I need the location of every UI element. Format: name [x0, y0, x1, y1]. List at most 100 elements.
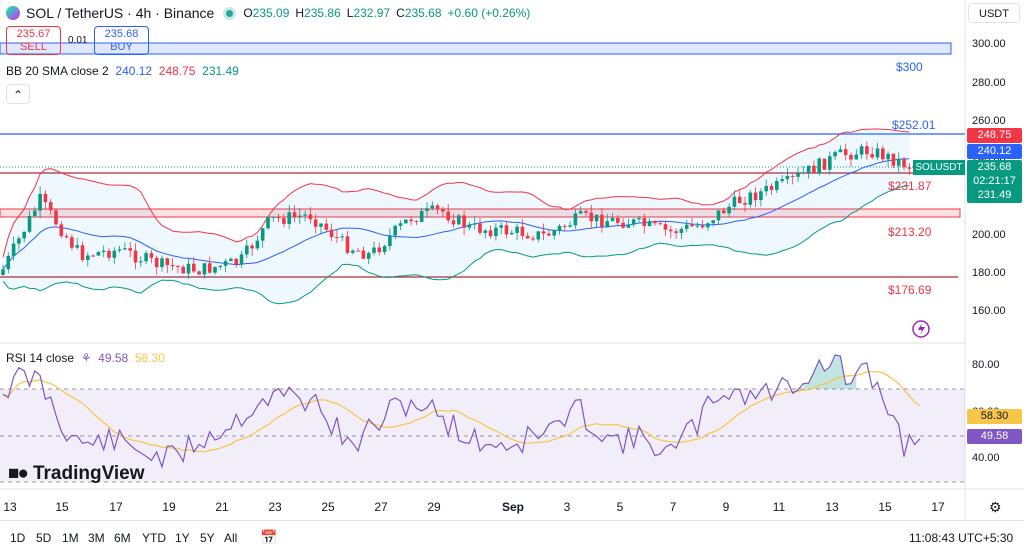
- clock-display[interactable]: 11:08:43 UTC+5:30: [909, 531, 1014, 545]
- currency-button[interactable]: USDT: [968, 3, 1020, 23]
- date-range-calendar-icon[interactable]: 📅: [260, 529, 278, 545]
- candle-body: [372, 247, 376, 253]
- candle-body: [356, 250, 360, 252]
- candle-body: [207, 263, 212, 273]
- rsi-settings-icon[interactable]: ⚘: [80, 351, 92, 365]
- range-button[interactable]: 5Y: [200, 531, 215, 545]
- candle-body: [467, 224, 472, 228]
- candle-body: [494, 227, 498, 237]
- candle-body: [324, 223, 329, 230]
- y-axis-tick: 180.00: [972, 267, 1006, 279]
- zone-300: [0, 42, 952, 55]
- candle-body: [319, 223, 323, 227]
- tradingview-logo-icon: ■●: [8, 463, 29, 484]
- candle-body: [192, 263, 196, 272]
- range-button[interactable]: All: [224, 531, 238, 545]
- candle-body: [303, 214, 307, 216]
- ohlc-key: H: [295, 6, 305, 20]
- rsi-ma-tag: 58.30: [967, 409, 1022, 424]
- rsi-legend[interactable]: RSI 14 close ⚘ 49.58 58.30: [6, 351, 165, 365]
- rsi-label: RSI 14 close: [6, 351, 75, 365]
- x-axis-tick: 27: [374, 500, 388, 514]
- rsi-ma-line: [2, 370, 921, 453]
- range-button[interactable]: 5D: [36, 531, 52, 545]
- candle-body: [510, 232, 514, 235]
- range-button[interactable]: 3M: [88, 531, 105, 545]
- range-button[interactable]: 1Y: [175, 531, 190, 545]
- candle-body: [223, 261, 228, 266]
- bb-lower-value: 231.49: [202, 64, 239, 78]
- range-button[interactable]: 6M: [114, 531, 131, 545]
- candle-body: [186, 263, 191, 274]
- candle-body: [234, 258, 238, 265]
- candle-body: [160, 258, 164, 268]
- candle-body: [907, 167, 912, 169]
- x-axis-tick: 9: [722, 500, 730, 514]
- candle-body: [308, 214, 313, 220]
- candle-body: [552, 230, 556, 236]
- candles-group: [1, 141, 912, 280]
- tradingview-logo[interactable]: ■● TradingView: [8, 463, 145, 485]
- candle-body: [684, 224, 689, 229]
- candle-body: [404, 219, 408, 224]
- sell-price: 235.67: [16, 28, 51, 40]
- candle-body: [154, 257, 159, 268]
- bb-basis-tag: 240.12: [967, 144, 1022, 159]
- candle-body: [785, 175, 790, 180]
- candle-body: [250, 245, 254, 249]
- range-button[interactable]: YTD: [142, 531, 166, 545]
- candle-body: [414, 221, 419, 223]
- candle-body: [33, 210, 37, 216]
- range-button[interactable]: 1M: [62, 531, 79, 545]
- candle-body: [313, 219, 318, 227]
- candle-body: [351, 250, 355, 253]
- candle-body: [753, 192, 758, 201]
- price-label-300: $300: [896, 60, 923, 74]
- candle-body: [170, 265, 175, 267]
- candle-body: [547, 233, 551, 236]
- ohlc-value: 235.68: [404, 6, 442, 20]
- candle-body: [457, 215, 461, 225]
- candle-body: [578, 211, 583, 214]
- y-axis-tick: 280.00: [972, 77, 1006, 89]
- candle-body: [568, 225, 572, 227]
- candle-body: [669, 229, 673, 232]
- ohlc-values: O235.09 H235.86 L232.97 C235.68 +0.60 (+0.26…: [243, 6, 536, 20]
- candle-body: [446, 211, 450, 221]
- candle-body: [488, 230, 493, 237]
- x-axis-tick: 15: [55, 500, 69, 514]
- candle-body: [165, 258, 170, 266]
- x-axis-tick: 3: [563, 500, 571, 514]
- candle-body: [658, 223, 662, 225]
- sell-button[interactable]: 235.67 SELL: [6, 26, 61, 55]
- candle-body: [38, 193, 42, 211]
- symbol-title[interactable]: SOL / TetherUS · 4h · Binance: [26, 5, 215, 21]
- candle-body: [441, 208, 445, 212]
- rsi-line: [2, 354, 921, 469]
- candle-body: [886, 153, 890, 160]
- zone-213: [0, 208, 961, 218]
- candle-body: [653, 221, 657, 224]
- x-axis-tick: 17: [109, 500, 123, 514]
- candle-body: [287, 212, 291, 224]
- x-axis-tick: 13: [3, 500, 17, 514]
- candle-body: [144, 253, 148, 262]
- bb-legend[interactable]: BB 20 SMA close 2 240.12 248.75 231.49: [6, 64, 239, 78]
- candle-body: [557, 225, 562, 231]
- candle-body: [425, 208, 429, 212]
- rsi-axis-tick: 40.00: [972, 452, 1000, 464]
- bb-upper-tag: 248.75: [967, 128, 1022, 143]
- candle-body: [573, 213, 578, 226]
- range-button[interactable]: 1D: [10, 531, 26, 545]
- candle-body: [817, 158, 821, 174]
- buy-button[interactable]: 235.68 BUY: [94, 26, 149, 55]
- candle-body: [388, 235, 392, 247]
- candle-body: [271, 216, 276, 218]
- collapse-chevron-icon[interactable]: ⌃: [6, 84, 30, 104]
- buy-label: BUY: [110, 41, 133, 53]
- settings-gear-icon[interactable]: ⚙: [989, 499, 1002, 515]
- price-label-252: $252.01: [892, 118, 936, 132]
- candle-body: [75, 245, 79, 248]
- ohlc-value: 232.97: [353, 6, 391, 20]
